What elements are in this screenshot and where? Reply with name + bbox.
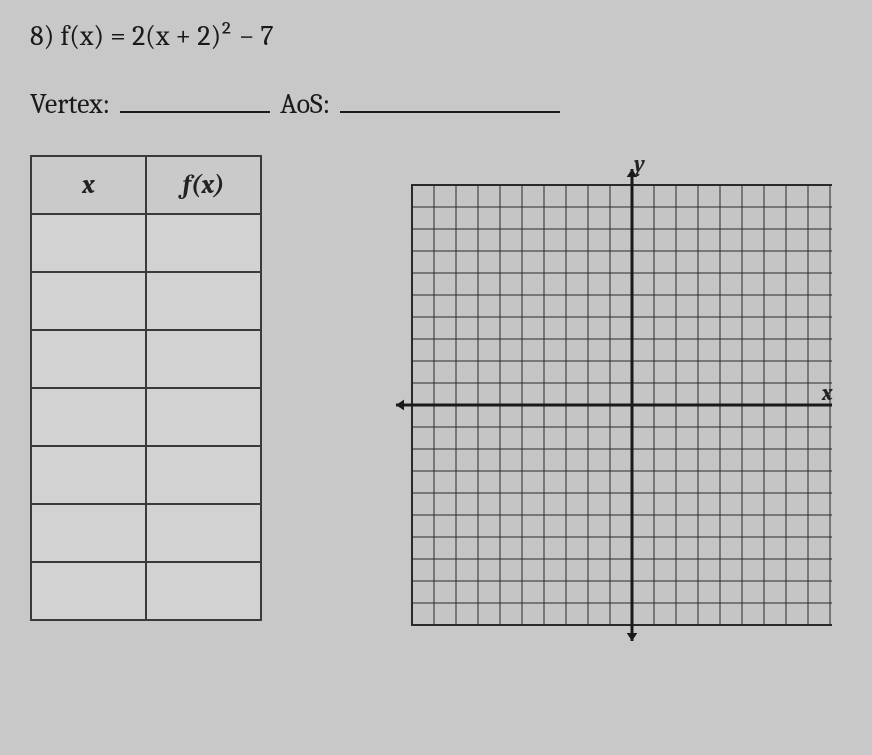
content-row: x f(x) y x [30,155,842,655]
aos-blank[interactable] [340,82,560,113]
cell-x[interactable] [31,504,146,562]
problem-header: 8) f(x) = 2(x + 2)² − 7 [30,20,842,52]
table-row [31,214,261,272]
cell-fx[interactable] [146,446,261,504]
value-table: x f(x) [30,155,262,621]
cell-x[interactable] [31,562,146,620]
table-row [31,272,261,330]
table-row [31,562,261,620]
table-row [31,330,261,388]
problem-equation: f(x) = 2(x + 2)² − 7 [60,20,273,52]
table-row [31,446,261,504]
cell-fx[interactable] [146,562,261,620]
cell-fx[interactable] [146,272,261,330]
table-row [31,388,261,446]
cell-x[interactable] [31,446,146,504]
axis-label-y: y [634,151,645,177]
vertex-label: Vertex: [30,88,110,120]
cell-x[interactable] [31,330,146,388]
cell-fx[interactable] [146,330,261,388]
coordinate-grid [312,155,832,655]
cell-x[interactable] [31,388,146,446]
cell-fx[interactable] [146,214,261,272]
axis-label-x: x [822,380,833,406]
table-row [31,504,261,562]
table-header-fx: f(x) [146,156,261,214]
cell-fx[interactable] [146,388,261,446]
vertex-aos-row: Vertex: AoS: [30,82,842,120]
aos-label: AoS: [280,88,330,120]
graph-container: y x [312,155,832,655]
table-body [31,214,261,620]
table-header-x: x [31,156,146,214]
cell-x[interactable] [31,272,146,330]
vertex-blank[interactable] [120,82,270,113]
cell-fx[interactable] [146,504,261,562]
cell-x[interactable] [31,214,146,272]
problem-number: 8) [30,20,54,52]
